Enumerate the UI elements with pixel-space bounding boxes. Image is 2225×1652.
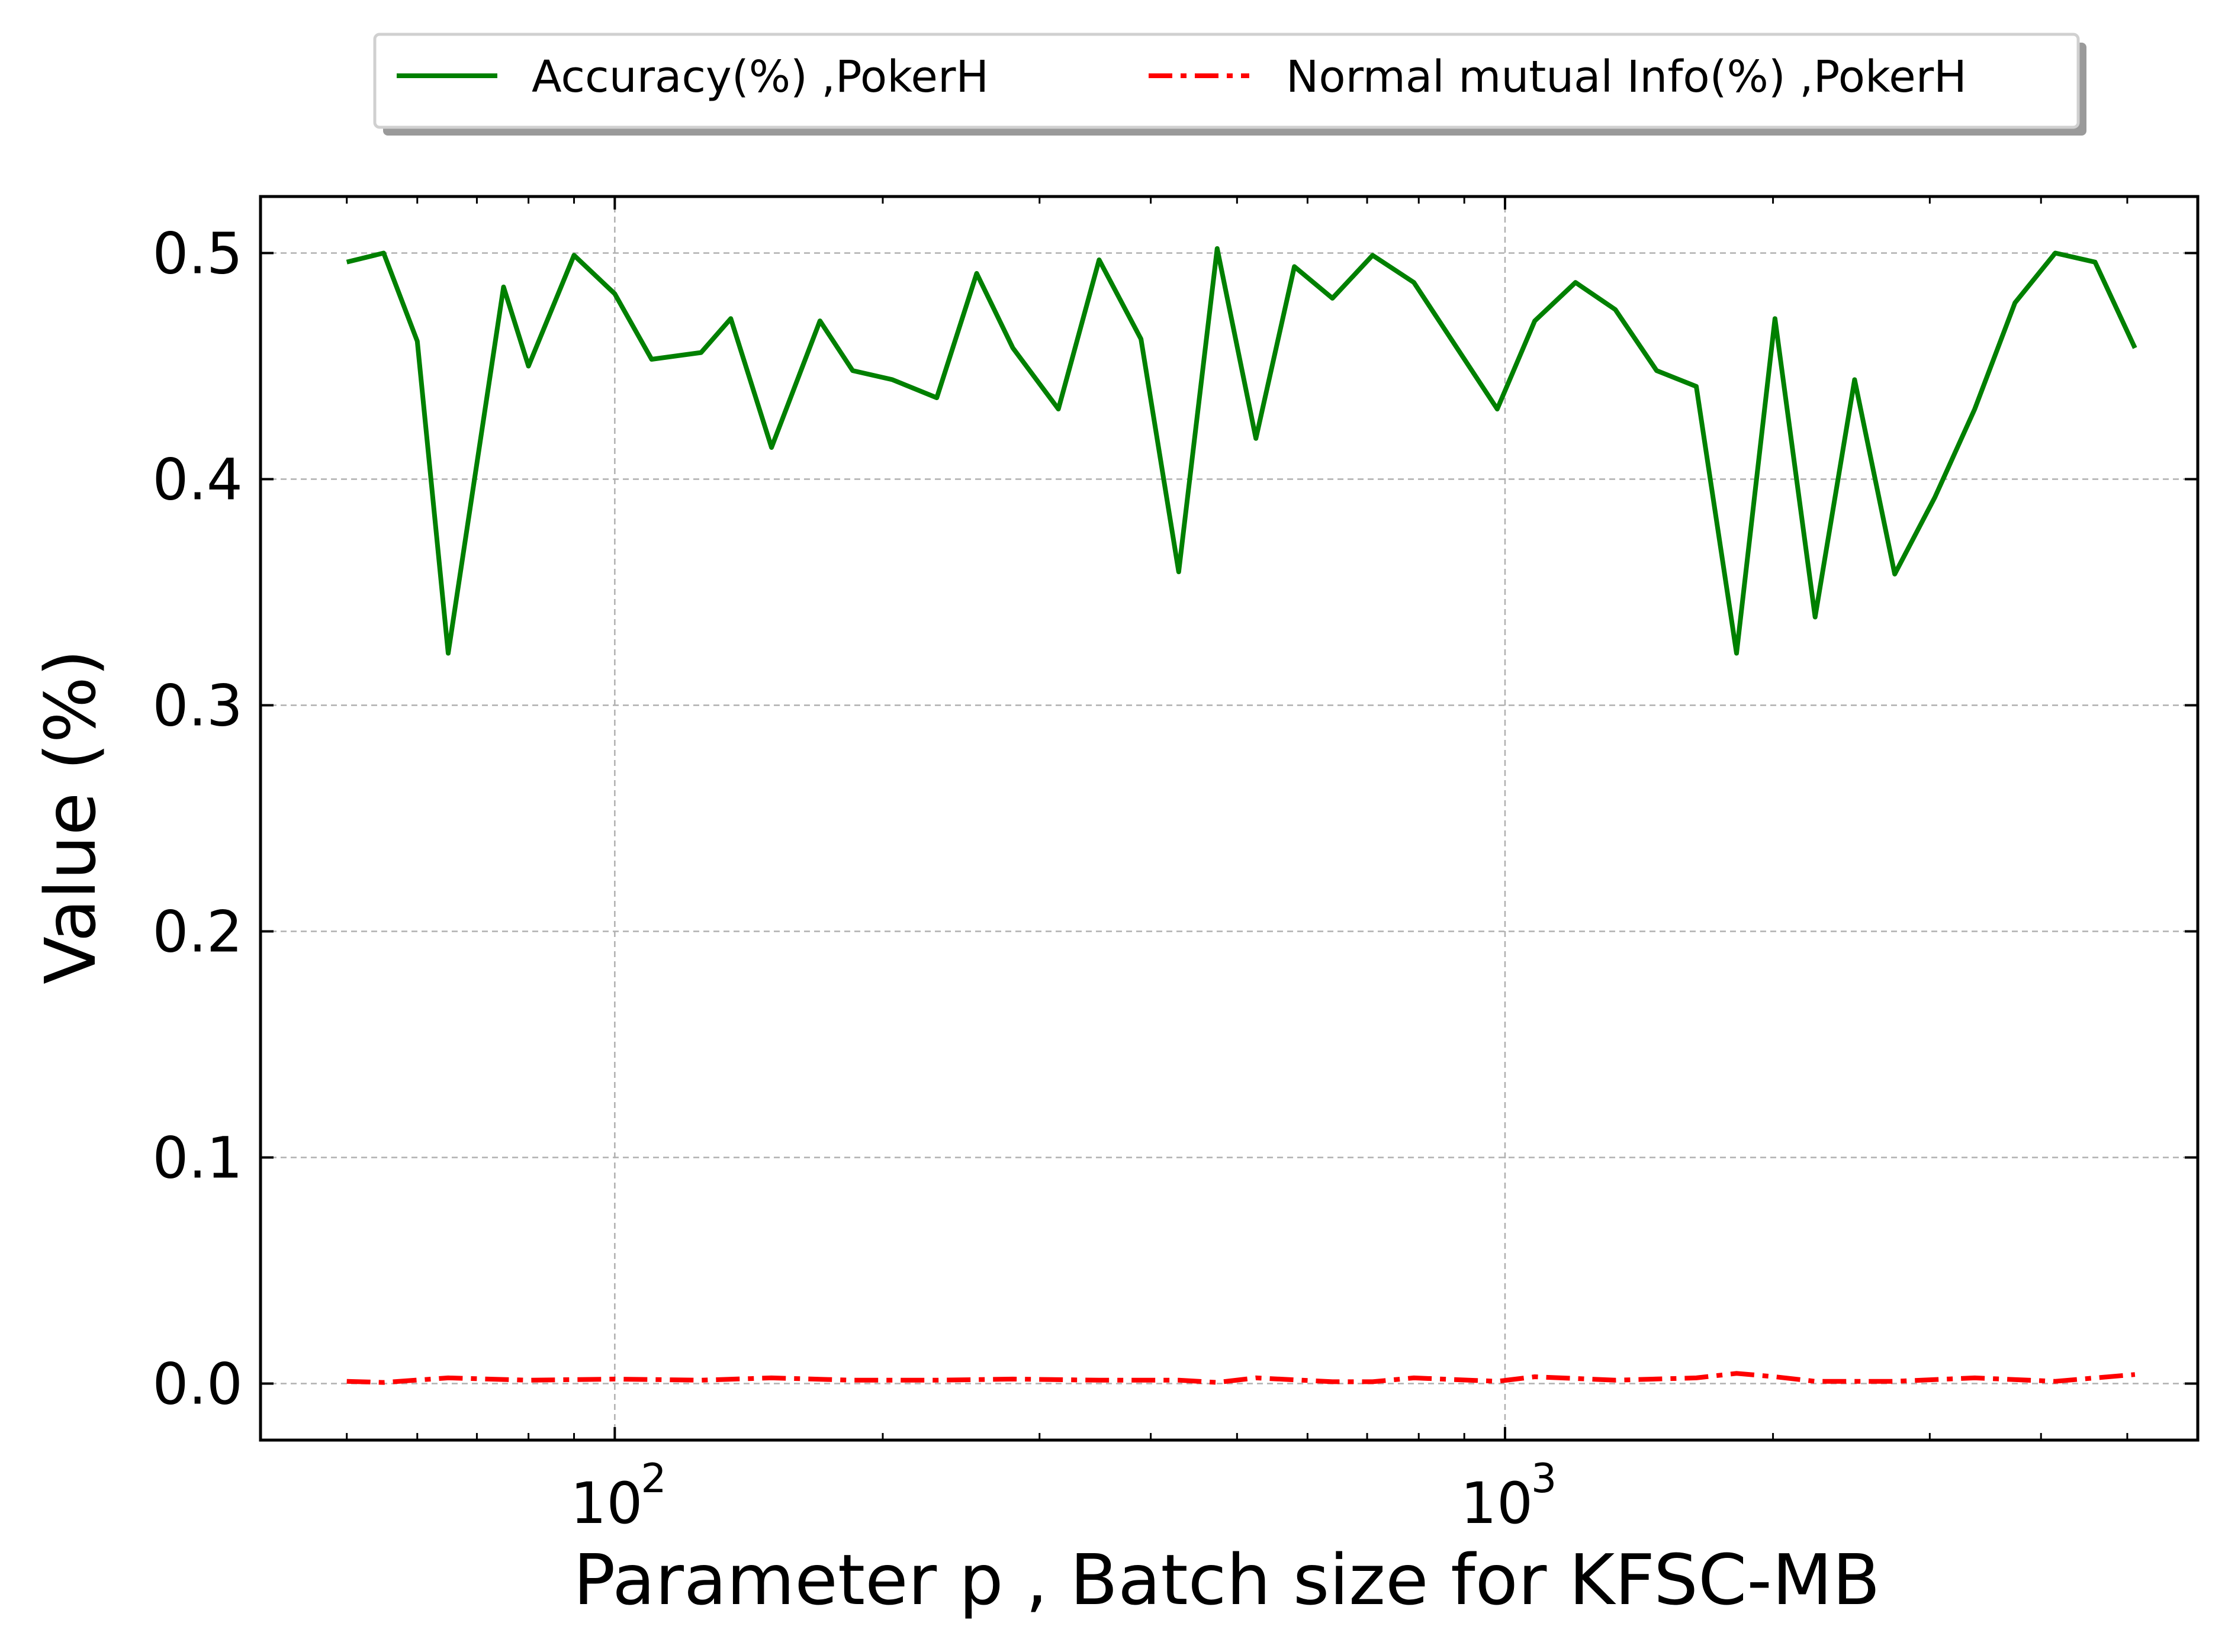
y-axis-title: Value (%) [30,649,111,984]
series-layer [346,246,2137,1385]
legend: Accuracy(%) ,PokerH Normal mutual Info(%… [373,33,2086,136]
legend-label-nmi: Normal mutual Info(%) ,PokerH [1286,51,1967,102]
x-tick-label-exponent: 3 [1531,1455,1557,1502]
x-axis-title: Parameter p , Batch size for KFSC-MB [573,1539,1880,1621]
plot-frame [259,195,2200,1442]
x-tick-label: 10 [1461,1470,1533,1537]
y-tick-label: 0.5 [152,221,243,287]
y-tick-label: 0.3 [152,673,243,739]
y-tick-label: 0.0 [152,1351,243,1418]
x-tick-label-exponent: 2 [641,1455,666,1502]
legend-frame [373,33,2080,129]
y-tick-label: 0.1 [152,1125,243,1191]
y-tick-label: 0.4 [152,447,243,513]
y-tick-label: 0.2 [152,899,243,965]
series-line-accuracy [346,246,2137,656]
x-tick-label: 10 [570,1470,642,1537]
series-line-nmi [346,1371,2136,1385]
legend-label-accuracy: Accuracy(%) ,PokerH [532,51,989,102]
